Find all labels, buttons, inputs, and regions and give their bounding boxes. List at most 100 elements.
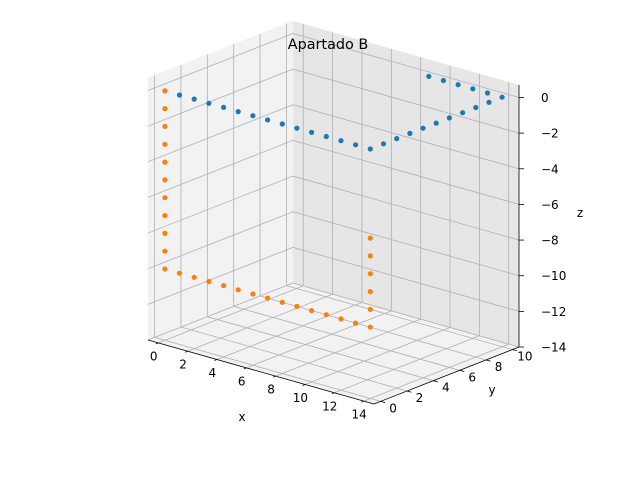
axis-panes xyxy=(147,20,520,405)
y-grid-floor xyxy=(207,316,434,382)
z-tick-label: 0 xyxy=(541,91,549,105)
z-tick-label: −10 xyxy=(541,269,566,283)
z-grid-back xyxy=(292,175,520,241)
series-2-point xyxy=(162,230,168,236)
y-tick-mark xyxy=(406,390,412,393)
z-grid-side xyxy=(147,211,294,270)
series-2-point xyxy=(162,177,168,183)
series-2-point xyxy=(162,123,168,129)
series-2-point xyxy=(162,213,168,219)
x-tick-label: 2 xyxy=(179,358,187,372)
z-grid-side xyxy=(147,33,294,91)
series-1-point xyxy=(206,100,212,106)
y-grid-floor xyxy=(180,326,408,392)
x-tick-label: 4 xyxy=(209,366,217,380)
series-2-point xyxy=(191,274,197,280)
x-tick-label: 8 xyxy=(267,383,275,397)
z-grid-back xyxy=(292,68,520,134)
series-2-point xyxy=(367,235,373,241)
z-grid-back xyxy=(292,33,520,98)
y-grid-floor xyxy=(233,305,460,371)
y-tick-mark xyxy=(380,401,386,403)
y-tick-label: 8 xyxy=(495,360,503,374)
series-1-point xyxy=(446,115,452,121)
y-tick-label: 0 xyxy=(389,401,397,415)
series-2-point xyxy=(162,159,168,165)
series-2-point xyxy=(353,320,359,326)
series-2-point xyxy=(162,106,168,112)
tick-labels: 0 2 4 6 8 10 12 14 0 2 4 6 8 10 0 −2 −4 −6 −8 −10 −12 −14 xyxy=(150,91,566,422)
series-2-point xyxy=(323,312,329,318)
y-tick-label: 4 xyxy=(442,381,450,395)
x-tick-label: 10 xyxy=(293,391,308,405)
z-grid-back xyxy=(292,282,520,348)
series-2-point xyxy=(162,88,168,94)
series-1-point xyxy=(420,125,426,131)
series-1-point xyxy=(353,142,359,148)
series-2-point xyxy=(309,308,315,314)
y-tick-mark xyxy=(485,359,491,362)
series-2-point xyxy=(206,278,212,285)
x-grid-floor xyxy=(216,302,363,360)
z-axis-label: z xyxy=(577,206,583,220)
series-2-point xyxy=(265,295,271,301)
series-2-point xyxy=(367,271,373,277)
z-grid-side xyxy=(147,246,294,305)
series-2-point xyxy=(367,324,373,330)
series-1-point xyxy=(338,138,344,144)
series-1-point xyxy=(221,104,227,110)
data-points xyxy=(162,73,505,330)
series-2-point xyxy=(250,291,256,297)
y-tick-label: 10 xyxy=(517,350,532,364)
x-tick-mark xyxy=(243,367,247,370)
series-1-point xyxy=(433,120,439,126)
gridlines xyxy=(147,23,520,402)
x-tick-mark xyxy=(302,384,306,386)
z-grid-side xyxy=(147,282,294,341)
series-1-point xyxy=(484,90,491,96)
z-grid-side xyxy=(147,175,294,234)
series-1-point xyxy=(426,73,432,79)
x-grid-floor xyxy=(334,335,480,394)
series-2-point xyxy=(162,266,168,272)
z-tick-label: −6 xyxy=(541,198,559,212)
axis-lines xyxy=(147,85,520,405)
series-1-point xyxy=(250,113,256,119)
z-grid-back xyxy=(292,140,520,205)
z-tick-label: −2 xyxy=(541,127,559,141)
series-2-point xyxy=(338,316,344,322)
series-1-point xyxy=(191,96,197,102)
series-1-point xyxy=(407,130,413,136)
x-tick-label: 6 xyxy=(238,374,246,388)
series-1-point xyxy=(394,136,400,142)
series-2-point xyxy=(367,253,373,259)
series-1-point xyxy=(499,94,505,100)
series-1-point xyxy=(235,109,241,115)
series-2-point xyxy=(279,299,285,305)
series-2-point xyxy=(162,195,168,201)
z-grid-side xyxy=(147,104,294,163)
y-axis-label: y xyxy=(488,383,495,397)
x-tick-label: 14 xyxy=(351,408,366,422)
x-tick-mark xyxy=(273,375,276,378)
y-tick-mark xyxy=(459,369,465,372)
series-2-point xyxy=(294,303,300,309)
series-2-point xyxy=(162,248,168,254)
x-tick-mark xyxy=(214,359,218,361)
series-2-point xyxy=(367,306,373,312)
series-1-point xyxy=(265,117,271,123)
z-tick-label: −14 xyxy=(541,341,566,355)
x-axis-label: x xyxy=(238,410,245,424)
series-1-point xyxy=(486,99,492,105)
x-tick-mark xyxy=(185,350,188,353)
series-1-point xyxy=(470,86,476,92)
x-grid-floor xyxy=(304,327,451,385)
y-tick-mark xyxy=(433,380,438,383)
x-tick-label: 12 xyxy=(322,399,337,413)
x-grid-floor xyxy=(158,285,304,344)
x-grid-floor xyxy=(363,343,509,402)
series-2-point xyxy=(162,141,168,147)
series-1-point xyxy=(367,146,373,152)
series-2-point xyxy=(235,287,241,293)
series-2-point xyxy=(221,283,227,289)
